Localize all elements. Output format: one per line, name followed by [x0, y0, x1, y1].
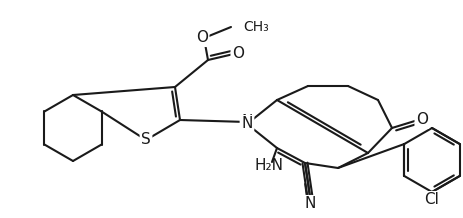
- Text: H₂N: H₂N: [255, 158, 283, 174]
- Text: N: N: [241, 116, 253, 131]
- Text: CH₃: CH₃: [243, 20, 269, 34]
- Text: O: O: [416, 112, 428, 128]
- Text: S: S: [141, 133, 151, 148]
- Text: N: N: [304, 196, 316, 211]
- Text: O: O: [232, 46, 244, 61]
- Text: Cl: Cl: [425, 192, 439, 208]
- Text: N: N: [241, 114, 253, 129]
- Text: O: O: [196, 31, 208, 46]
